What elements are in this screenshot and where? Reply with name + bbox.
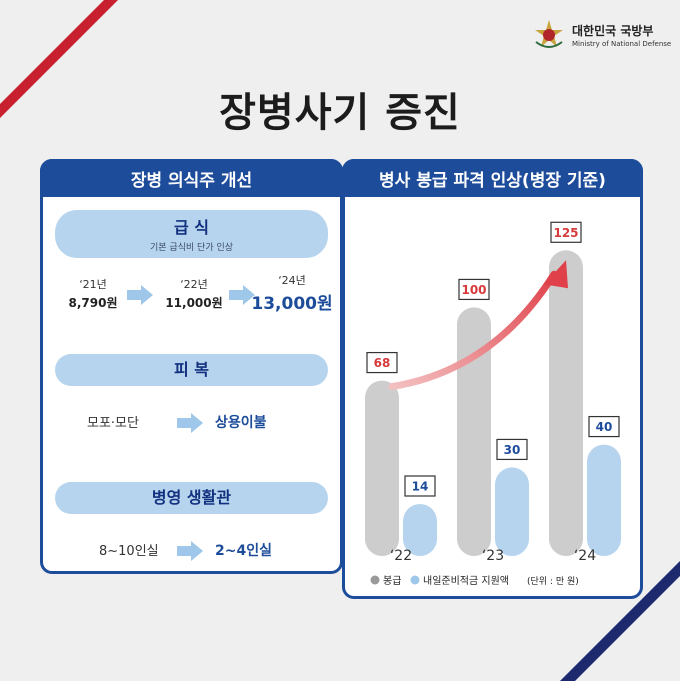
arrow-right-icon <box>229 285 255 309</box>
data-label: 68 <box>374 356 391 370</box>
legend-label: 내일준비적금 지원액 <box>423 575 509 587</box>
barracks-title: 병영 생활관 <box>151 488 232 507</box>
data-label: 100 <box>461 283 486 297</box>
living-conditions-panel: 장병 의식주 개선 급 식 기본 급식비 단가 인상 ‘21년 8,790원 ‘… <box>40 159 343 574</box>
arrow-right-icon <box>127 285 153 309</box>
clothing-title: 피 복 <box>173 360 209 379</box>
x-tick-label: ‘22 <box>390 548 412 564</box>
data-label: 125 <box>553 226 578 240</box>
bar-savings <box>403 504 437 556</box>
salary-chart-panel: 병사 봉급 파격 인상(병장 기준) 68 14 100 30 125 40 ‘22 ‘23… <box>342 159 643 599</box>
rising-arrow-icon <box>388 270 558 391</box>
arrow-right-icon <box>177 413 203 437</box>
data-label: 30 <box>504 443 521 457</box>
arrow-right-icon <box>177 541 203 565</box>
barracks-from: 8~10인실 <box>99 544 159 559</box>
meal-amount: 8,790원 <box>68 296 118 310</box>
meal-year: ‘22년 <box>180 278 208 291</box>
arrow-head-icon <box>544 260 568 289</box>
meal-step-2024: ‘24년 13,000원 <box>251 272 333 314</box>
data-label-box <box>458 278 490 301</box>
data-label: 14 <box>412 480 429 494</box>
legend-label: 봉급 <box>383 575 401 587</box>
bar-savings <box>587 444 621 556</box>
meal-step-2021: ‘21년 8,790원 <box>57 276 129 311</box>
clothing-from: 모포·모단 <box>87 416 139 431</box>
data-label-box <box>550 221 582 243</box>
meal-year: ‘21년 <box>79 278 107 291</box>
bar-savings <box>495 467 529 556</box>
meal-year: ‘24년 <box>278 274 306 287</box>
living-conditions-heading: 장병 의식주 개선 <box>40 159 343 197</box>
bar-salary <box>549 250 583 556</box>
data-label: 40 <box>596 420 613 434</box>
unit-note: (단위 : 만 원) <box>527 576 579 587</box>
meal-title: 급 식 <box>173 218 209 237</box>
salary-bar-chart: 68 14 100 30 125 40 ‘22 ‘23 ‘24 봉급 내일준비적금 지원액 (단위… <box>365 221 621 587</box>
meal-step-2022: ‘22년 11,000원 <box>155 276 233 311</box>
page-title: 장병사기 증진 <box>219 90 461 136</box>
legend-dot <box>370 575 380 585</box>
data-label-box <box>496 438 528 461</box>
meal-subtitle: 기본 급식비 단가 인상 <box>149 243 234 253</box>
clothing-pill: 피 복 <box>55 354 328 386</box>
bar-salary <box>457 307 491 556</box>
corner-red-band-inner <box>0 0 104 104</box>
org-name-en: Ministry of National Defense <box>572 40 672 48</box>
chart-title: 병사 봉급 파격 인상(병장 기준) <box>342 159 643 197</box>
x-tick-label: ‘24 <box>574 548 596 564</box>
legend-dot <box>410 575 420 585</box>
data-label-box <box>366 351 398 374</box>
meal-pill: 급 식 기본 급식비 단가 인상 <box>55 210 328 258</box>
clothing-to: 상용이불 <box>215 415 267 431</box>
org-name-ko: 대한민국 국방부 <box>572 24 654 38</box>
meal-amount-highlight: 13,000원 <box>251 294 333 314</box>
barracks-to: 2~4인실 <box>215 543 272 559</box>
bar-salary <box>365 380 399 556</box>
data-label-box <box>404 475 436 497</box>
emblem-icon <box>532 18 566 52</box>
x-tick-label: ‘23 <box>482 548 504 564</box>
meal-amount: 11,000원 <box>165 296 223 310</box>
data-label-box <box>588 415 620 438</box>
barracks-pill: 병영 생활관 <box>55 482 328 514</box>
ministry-logo: 대한민국 국방부 Ministry of National Defense <box>532 18 671 52</box>
